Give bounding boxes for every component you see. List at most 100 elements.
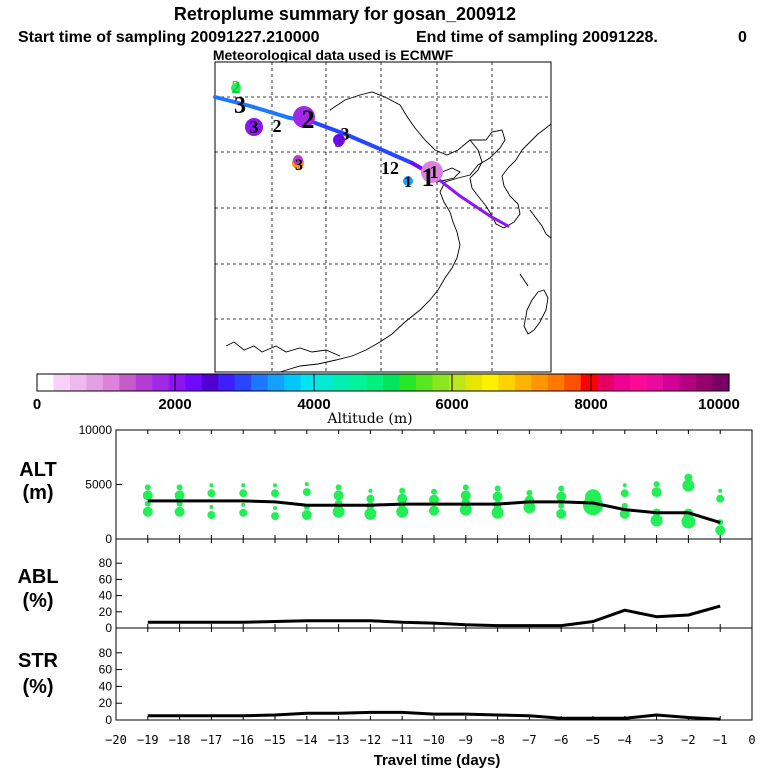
altitude-cluster-point xyxy=(460,490,471,501)
met-data-label: Meteorological data used is ECMWF xyxy=(213,47,454,63)
cluster-marker xyxy=(293,155,303,165)
altitude-cluster-point xyxy=(718,488,723,493)
colorbar-swatch xyxy=(284,374,302,391)
x-tick-label: −13 xyxy=(328,733,350,747)
altitude-cluster-point xyxy=(653,481,660,488)
colorbar-swatch xyxy=(350,374,368,391)
colorbar-swatch xyxy=(465,374,483,391)
colorbar-swatch xyxy=(102,374,120,391)
trajectory-segment xyxy=(431,173,510,228)
altitude-cluster-point xyxy=(209,483,214,488)
colorbar-swatch xyxy=(630,374,648,391)
sampling-start-label: Start time of sampling 20091227.210000 xyxy=(18,29,320,46)
altitude-cluster-point xyxy=(682,479,695,492)
colorbar-swatch xyxy=(366,374,384,391)
colorbar-swatch xyxy=(547,374,565,391)
abl-panel-label: ABL xyxy=(17,566,58,588)
alt-panel-line xyxy=(147,499,721,525)
coastline xyxy=(529,209,552,239)
sampling-end-value: 0 xyxy=(738,29,747,46)
x-tick-label: −15 xyxy=(264,733,286,747)
altitude-cluster-point xyxy=(399,487,406,494)
y-tick-label: 20 xyxy=(99,696,113,710)
x-tick-label: −17 xyxy=(201,733,223,747)
map-day-label: 3 xyxy=(295,157,303,174)
colorbar-swatch xyxy=(663,374,681,391)
colorbar-tick: 2000 xyxy=(158,396,191,413)
colorbar-swatch xyxy=(119,374,137,391)
altitude-cluster-point xyxy=(526,489,533,496)
colorbar-tick: 6000 xyxy=(435,396,468,413)
altitude-cluster-point xyxy=(144,484,151,491)
x-tick-label: −20 xyxy=(105,733,127,747)
altitude-cluster-point xyxy=(556,508,567,519)
x-tick-label: −14 xyxy=(296,733,318,747)
colorbar-swatch xyxy=(86,374,104,391)
altitude-cluster-point xyxy=(333,490,344,501)
altitude-cluster-point xyxy=(332,505,345,518)
altitude-cluster-point xyxy=(492,491,503,502)
colorbar-swatch xyxy=(383,374,401,391)
altitude-cluster-point xyxy=(429,505,439,516)
cluster-marker xyxy=(403,176,413,186)
x-tick-label: 0 xyxy=(748,733,755,747)
y-tick-label: 60 xyxy=(99,572,113,586)
altitude-cluster-point xyxy=(558,502,565,509)
cluster-marker xyxy=(421,161,443,183)
altitude-cluster-point xyxy=(462,484,469,491)
altitude-cluster-point xyxy=(620,489,629,498)
coastline xyxy=(469,123,552,229)
y-tick-label: 60 xyxy=(99,663,113,677)
cluster-marker xyxy=(333,134,345,146)
altitude-cluster-point xyxy=(209,505,214,509)
altitude-cluster-point xyxy=(585,489,601,506)
colorbar-swatch xyxy=(333,374,351,391)
map-day-label: 3 xyxy=(335,131,344,151)
x-tick-label: −19 xyxy=(137,733,159,747)
x-tick-label: −2 xyxy=(681,733,695,747)
colorbar-swatch xyxy=(481,374,499,391)
colorbar-swatch xyxy=(251,374,269,391)
abl-panel-line xyxy=(147,604,721,628)
colorbar-tick: 4000 xyxy=(297,396,330,413)
y-tick-label: 80 xyxy=(99,646,113,660)
map-day-label: 1 xyxy=(430,162,439,182)
map-day-label: 3 xyxy=(234,93,246,119)
map-day-label: 3 xyxy=(341,124,350,144)
x-tick-label: −3 xyxy=(649,733,663,747)
cluster-marker xyxy=(293,106,315,128)
y-tick-label: 5000 xyxy=(85,478,112,492)
colorbar-swatch xyxy=(415,374,434,391)
colorbar-tick: 0 xyxy=(33,396,41,413)
x-tick-label: −6 xyxy=(554,733,568,747)
colorbar-swatch xyxy=(498,374,516,391)
coastline xyxy=(519,273,529,287)
str-panel-frame xyxy=(115,627,753,721)
y-tick-label: 40 xyxy=(99,679,113,693)
x-tick-label: −18 xyxy=(169,733,191,747)
altitude-cluster-point xyxy=(368,488,373,493)
colorbar-swatches xyxy=(37,374,730,391)
figure-title: Retroplume summary for gosan_200912 xyxy=(174,4,516,24)
map-day-label: 2 xyxy=(302,105,315,134)
map-day-label: 1 xyxy=(422,163,435,192)
colorbar-swatch xyxy=(712,374,730,391)
coastline xyxy=(225,341,341,357)
trajectory-map: 2 3 3 2 2 3 3 3 12 1 1 1 xyxy=(213,61,552,373)
map-day-label: 3 xyxy=(250,117,259,137)
altitude-cluster-point xyxy=(651,487,662,498)
coastlines xyxy=(225,91,552,373)
colorbar-swatch xyxy=(152,374,170,391)
map-day-label: 2 xyxy=(232,77,241,97)
y-tick-label: 0 xyxy=(105,621,112,635)
colorbar-tick: 8000 xyxy=(574,396,607,413)
sampling-end-label: End time of sampling 20091228. xyxy=(416,29,658,46)
colorbar-tick: 10000 xyxy=(698,396,740,413)
altitude-cluster-point xyxy=(523,501,536,514)
colorbar-swatch xyxy=(267,374,285,391)
altitude-cluster-point xyxy=(716,494,725,503)
altitude-cluster-point xyxy=(241,502,246,507)
colorbar-swatch xyxy=(53,374,71,391)
altitude-cluster-point xyxy=(366,494,375,503)
colorbar-swatch xyxy=(201,374,219,391)
